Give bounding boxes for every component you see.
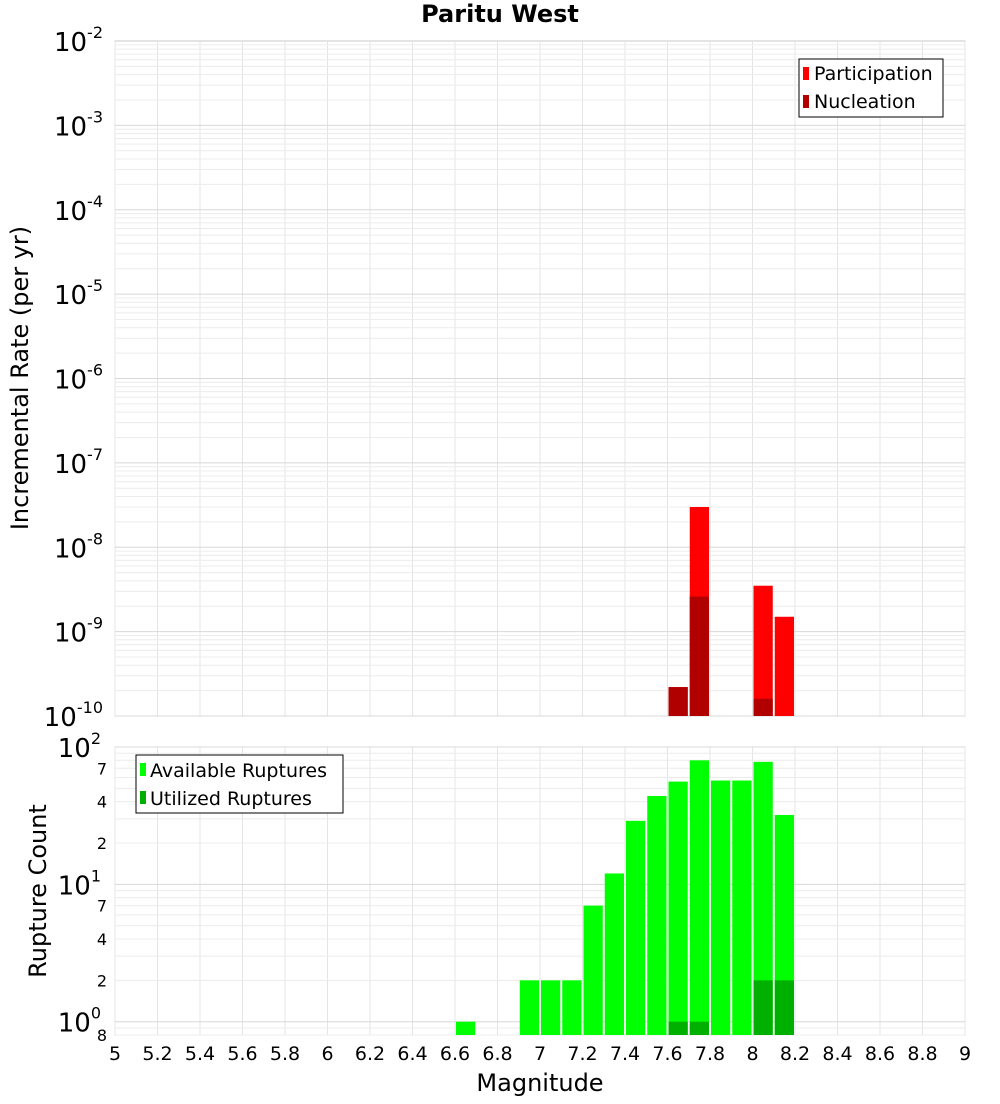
bottom-bar-available-ruptures xyxy=(668,781,688,1035)
x-axis-title: Magnitude xyxy=(476,1069,603,1097)
bottom-y-minor-tick-label: 8 xyxy=(97,1026,107,1045)
x-tick-label: 5.6 xyxy=(227,1043,257,1065)
top-y-tick-label: 10-2 xyxy=(54,23,103,58)
x-tick-label: 7.4 xyxy=(610,1043,640,1065)
bottom-bar-utilized-ruptures xyxy=(753,980,773,1035)
x-tick-label: 7.8 xyxy=(695,1043,725,1065)
x-tick-label: 5 xyxy=(109,1043,121,1065)
top-bar-participation xyxy=(774,616,794,716)
bottom-bar-available-ruptures xyxy=(732,780,752,1035)
x-tick-label: 8.2 xyxy=(780,1043,810,1065)
bottom-y-tick-label: 102 xyxy=(58,729,101,764)
bottom-bar-available-ruptures xyxy=(562,980,582,1035)
bottom-bar-available-ruptures xyxy=(711,780,731,1035)
bottom-legend: Available Ruptures Utilized Ruptures xyxy=(135,754,344,814)
top-y-tick-label: 10-3 xyxy=(54,107,103,142)
top-y-tick-label: 10-9 xyxy=(54,614,103,649)
bottom-bar-available-ruptures xyxy=(604,873,624,1035)
bottom-grid xyxy=(114,746,966,1036)
top-y-tick-label: 10-4 xyxy=(54,192,103,227)
legend-swatch-participation xyxy=(803,67,809,80)
top-y-tick-label: 10-5 xyxy=(54,276,103,311)
top-bars xyxy=(668,506,794,716)
x-tick-label: 5.4 xyxy=(185,1043,215,1065)
x-tick-label: 9 xyxy=(959,1043,971,1065)
legend-swatch-available-ruptures xyxy=(140,763,146,776)
x-tick-label: 8.6 xyxy=(865,1043,895,1065)
bottom-y-minor-tick-label: 7 xyxy=(97,897,107,916)
top-bar-nucleation xyxy=(753,698,773,716)
x-tick-label: 5.8 xyxy=(270,1043,300,1065)
x-tick-label: 8.4 xyxy=(822,1043,852,1065)
bottom-y-minor-tick-label: 2 xyxy=(97,834,107,853)
x-tick-label: 5.2 xyxy=(142,1043,172,1065)
x-tick-label: 6.2 xyxy=(355,1043,385,1065)
bottom-y-tick-label: 101 xyxy=(58,866,101,901)
top-grid xyxy=(114,41,966,717)
bottom-bar-utilized-ruptures xyxy=(774,980,794,1035)
bottom-bars xyxy=(456,760,794,1035)
bottom-y-ticks: 102 101 100 7 4 2 7 4 2 8 xyxy=(58,729,107,1045)
chart-title: Paritu West xyxy=(421,0,579,28)
bottom-bar-available-ruptures xyxy=(583,905,603,1035)
top-panel: 10-2 10-3 10-4 10-5 10-6 10-7 10-8 10-9 10-10 In… xyxy=(6,23,966,733)
legend-label-available-ruptures: Available Ruptures xyxy=(150,760,327,782)
legend-label-participation: Participation xyxy=(814,63,933,85)
top-bar-participation xyxy=(753,585,773,716)
x-tick-label: 7.6 xyxy=(652,1043,682,1065)
top-legend: Participation Nucleation xyxy=(798,58,944,118)
bottom-panel: 102 101 100 7 4 2 7 4 2 8 5 5.2 5.4 5.6 5.8 6 6.2 6.4 6.6… xyxy=(24,729,971,1097)
top-bar-nucleation xyxy=(668,687,688,716)
top-y-tick-label: 10-10 xyxy=(44,698,103,733)
top-bar-nucleation xyxy=(689,596,709,716)
bottom-bar-utilized-ruptures xyxy=(668,1021,688,1035)
legend-swatch-utilized-ruptures xyxy=(140,791,146,804)
legend-swatch-nucleation xyxy=(803,95,809,108)
x-tick-label: 7.2 xyxy=(567,1043,597,1065)
legend-label-utilized-ruptures: Utilized Ruptures xyxy=(150,788,312,810)
x-tick-label: 7 xyxy=(534,1043,546,1065)
bottom-bar-available-ruptures xyxy=(456,1021,476,1035)
bottom-bar-available-ruptures xyxy=(626,820,646,1035)
top-y-tick-label: 10-6 xyxy=(54,361,103,396)
bottom-y-tick-label: 100 xyxy=(58,1004,101,1039)
x-tick-label: 8.8 xyxy=(907,1043,937,1065)
top-y-ticks: 10-2 10-3 10-4 10-5 10-6 10-7 10-8 10-9 10-10 xyxy=(44,23,103,733)
bottom-bar-available-ruptures xyxy=(689,760,709,1035)
bottom-bar-available-ruptures xyxy=(774,814,794,1035)
x-tick-label: 8 xyxy=(746,1043,758,1065)
bottom-bar-available-ruptures xyxy=(753,761,773,1035)
bottom-bar-available-ruptures xyxy=(519,980,539,1035)
bottom-bar-available-ruptures xyxy=(647,795,667,1035)
bottom-y-minor-tick-label: 7 xyxy=(97,759,107,778)
x-tick-label: 6 xyxy=(321,1043,333,1065)
bottom-y-minor-tick-label: 4 xyxy=(97,930,107,949)
bottom-bar-utilized-ruptures xyxy=(689,1021,709,1035)
bottom-bar-available-ruptures xyxy=(541,980,561,1035)
top-y-tick-label: 10-7 xyxy=(54,445,103,480)
x-tick-label: 6.4 xyxy=(397,1043,427,1065)
x-tick-label: 6.6 xyxy=(440,1043,470,1065)
bottom-y-minor-tick-label: 2 xyxy=(97,971,107,990)
top-legend-box xyxy=(798,58,944,118)
legend-label-nucleation: Nucleation xyxy=(814,91,916,113)
top-y-axis-title: Incremental Rate (per yr) xyxy=(6,226,34,530)
top-y-tick-label: 10-8 xyxy=(54,529,103,564)
bottom-x-ticks: 5 5.2 5.4 5.6 5.8 6 6.2 6.4 6.6 6.8 7 7.2 7.4 7.6 7.8 8… xyxy=(109,1043,971,1065)
bottom-y-minor-tick-label: 4 xyxy=(97,793,107,812)
bottom-legend-box xyxy=(135,754,344,814)
x-tick-label: 6.8 xyxy=(482,1043,512,1065)
bottom-y-axis-title: Rupture Count xyxy=(24,804,52,978)
